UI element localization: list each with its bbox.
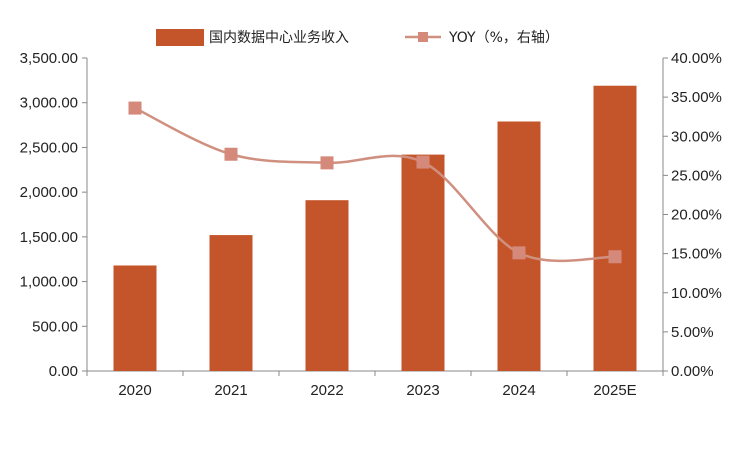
x-tick-label: 2021 <box>214 382 247 399</box>
y-right-tick-label: 30.00% <box>671 128 722 145</box>
legend-line-marker <box>418 32 428 42</box>
axes: 0.00 500.00 1,000.00 1,500.00 2,000.00 2,500.… <box>20 50 722 399</box>
legend: 国内数据中心业务收入 YOY（%，右轴） <box>156 29 559 46</box>
yoy-line-path <box>134 106 616 263</box>
legend-bar-label: 国内数据中心业务收入 <box>209 30 349 46</box>
y-left-tick-label: 2,500.00 <box>20 139 78 156</box>
x-tick-label: 2020 <box>118 382 151 399</box>
y-left-tick-label: 1,000.00 <box>20 274 78 291</box>
y-right-tick-label: 0.00% <box>671 363 714 380</box>
y-right-tick-label: 35.00% <box>671 89 722 106</box>
yoy-marker-2025E <box>608 250 622 264</box>
bar-2024 <box>497 121 541 371</box>
y-left-tick-label: 3,500.00 <box>20 50 78 67</box>
y-right-tick-label: 10.00% <box>671 285 722 302</box>
yoy-marker-2022 <box>320 156 334 170</box>
yoy-marker-2024 <box>512 246 526 260</box>
yoy-marker-2023 <box>416 155 430 169</box>
x-tick-label: 2022 <box>310 382 343 399</box>
y-right-tick-label: 25.00% <box>671 167 722 184</box>
bar-2022 <box>305 200 349 371</box>
yoy-marker-2020 <box>128 101 142 115</box>
y-right-tick-label: 15.00% <box>671 246 722 263</box>
x-tick-label: 2025E <box>593 382 636 399</box>
bar-series <box>113 85 637 372</box>
legend-bar-swatch <box>156 29 204 46</box>
y-right-tick-label: 5.00% <box>671 324 714 341</box>
y-right-tick-label: 20.00% <box>671 207 722 224</box>
y-left-tick-label: 1,500.00 <box>20 229 78 246</box>
bar-2021 <box>209 235 253 371</box>
y-left-tick-label: 3,000.00 <box>20 95 78 112</box>
x-tick-label: 2024 <box>502 382 535 399</box>
bar-2023 <box>401 154 445 371</box>
yoy-marker-2021 <box>224 147 238 161</box>
x-tick-label: 2023 <box>406 382 439 399</box>
y-left-tick-label: 2,000.00 <box>20 184 78 201</box>
bar-2025E <box>593 85 637 372</box>
line-series <box>128 101 622 264</box>
y-left-tick-label: 0.00 <box>49 363 78 380</box>
bar-2020 <box>113 265 157 371</box>
legend-line-label: YOY（%，右轴） <box>448 30 559 46</box>
y-right-tick-label: 40.00% <box>671 50 722 67</box>
y-left-tick-label: 500.00 <box>32 318 78 335</box>
